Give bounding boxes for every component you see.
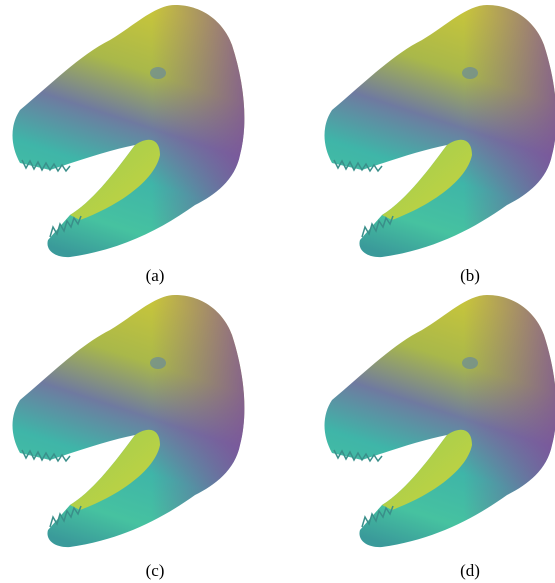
render-image bbox=[13, 295, 245, 547]
figure: (a) (b) (c) (d) bbox=[0, 0, 555, 583]
render-image bbox=[325, 5, 555, 257]
panel-label: (b) bbox=[460, 266, 480, 285]
panel-label: (c) bbox=[146, 561, 165, 580]
panel-label: (d) bbox=[460, 561, 480, 580]
render-image bbox=[13, 5, 245, 257]
render-image bbox=[325, 295, 555, 547]
panel-label: (a) bbox=[146, 266, 165, 285]
